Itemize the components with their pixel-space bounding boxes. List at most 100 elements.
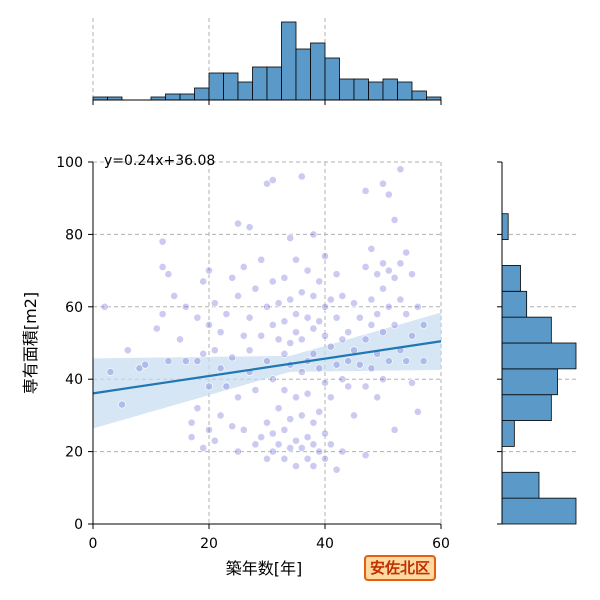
scatter-point (187, 418, 196, 427)
marginal-x-bar (324, 57, 340, 101)
scatter-point (390, 273, 399, 282)
marginal-y-histogram (497, 161, 578, 525)
marginal-y-bar (501, 290, 528, 318)
scatter-point (199, 277, 208, 286)
scatter-point (309, 292, 318, 300)
scatter-point (419, 357, 428, 365)
scatter-point (268, 447, 277, 456)
scatter-point (321, 429, 329, 438)
scatter-point (408, 378, 416, 387)
scatter-point (361, 382, 370, 391)
scatter-point (390, 320, 399, 329)
scatter-point (309, 440, 318, 449)
scatter-point (309, 324, 318, 333)
scatter-point (181, 302, 190, 311)
scatter-point (268, 277, 277, 286)
scatter-point (210, 299, 219, 308)
scatter-point (402, 357, 411, 365)
scatter-point (268, 320, 277, 329)
scatter-point (257, 331, 266, 340)
scatter-point (321, 454, 329, 463)
scatter-point (379, 375, 387, 384)
scatter-point (228, 273, 237, 282)
scatter-point (292, 462, 300, 470)
x-tick-label: 60 (432, 536, 450, 552)
scatter-point (309, 418, 318, 427)
scatter-point (419, 320, 428, 329)
scatter-point (141, 360, 150, 369)
scatter-point (413, 407, 422, 416)
marginal-y-bar (501, 420, 515, 447)
scatter-point (216, 364, 225, 373)
scatter-point (181, 357, 190, 365)
x-tick-label: 0 (89, 536, 98, 552)
regression-confidence-band (93, 312, 441, 429)
scatter-point (384, 302, 393, 311)
scatter-point (367, 364, 376, 373)
scatter-point (286, 415, 295, 423)
scatter-point (303, 313, 312, 322)
scatter-point (274, 404, 283, 413)
scatter-point (205, 425, 213, 434)
scatter-point (193, 404, 202, 413)
marginal-x-bar (237, 81, 253, 101)
scatter-point (297, 444, 306, 452)
scatter-point (373, 310, 382, 318)
scatter-point (280, 425, 289, 434)
scatter-point (402, 310, 411, 318)
scatter-point (321, 331, 329, 340)
marginal-x-bar (281, 21, 297, 101)
scatter-point (158, 237, 167, 246)
y-tick-label: 80 (65, 227, 83, 243)
scatter-point (367, 295, 376, 304)
scatter-point (315, 364, 324, 373)
scatter-point (239, 331, 248, 340)
scatter-point (158, 263, 167, 271)
scatter-point (315, 447, 324, 456)
scatter-point (338, 292, 347, 300)
scatter-point (292, 310, 300, 318)
scatter-point (158, 310, 167, 318)
scatter-point (135, 364, 144, 373)
marginal-x-bar (368, 81, 384, 101)
marginal-x-bar (295, 48, 311, 101)
marginal-y-bar (501, 213, 509, 240)
scatter-point (390, 216, 399, 224)
marginal-y-bar (501, 394, 552, 421)
scatter-point (326, 440, 335, 449)
scatter-point (408, 331, 416, 340)
scatter-point (384, 190, 393, 199)
scatter-point (123, 346, 132, 355)
scatter-point (367, 320, 376, 329)
scatter-point (309, 230, 318, 239)
scatter-point (350, 299, 358, 308)
scatter-point (205, 320, 213, 329)
scatter-point (338, 335, 347, 344)
marginal-y-bar (501, 497, 577, 525)
scatter-point (268, 375, 277, 384)
scatter-point (210, 436, 219, 445)
scatter-point (274, 440, 283, 449)
scatter-point (205, 266, 213, 275)
marginal-x-bar (179, 93, 195, 101)
scatter-point (245, 223, 254, 232)
scatter-point (280, 349, 289, 358)
scatter-point (245, 313, 254, 322)
scatter-point (344, 382, 353, 391)
scatter-point (170, 292, 179, 300)
marginal-x-histogram (92, 18, 442, 105)
scatter-point (332, 360, 341, 369)
scatter-point (251, 386, 260, 394)
scatter-point (373, 270, 382, 279)
marginal-x-bar (411, 90, 427, 101)
scatter-point (361, 451, 370, 460)
scatter-point (361, 187, 370, 195)
regression-line (92, 340, 442, 395)
scatter-point (350, 346, 358, 355)
scatter-point (222, 310, 231, 318)
marginal-x-bar (397, 81, 413, 101)
scatter-point (396, 295, 405, 304)
scatter-point (106, 368, 115, 376)
scatter-point (164, 357, 173, 365)
scatter-point (367, 244, 376, 253)
